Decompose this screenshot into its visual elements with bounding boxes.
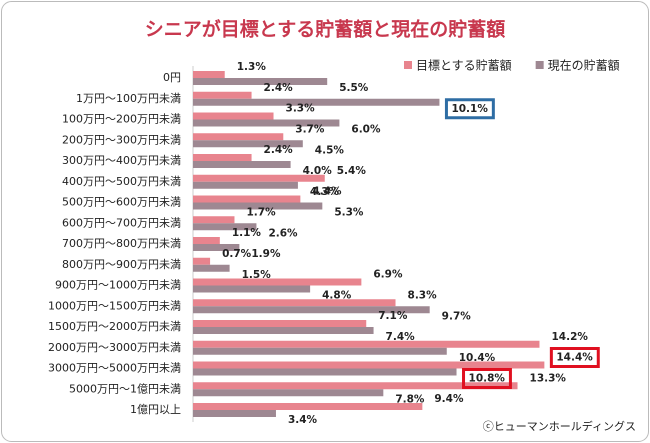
value-label: 9.7%	[442, 310, 472, 322]
bar	[193, 347, 447, 355]
bar	[193, 119, 340, 127]
bar	[193, 361, 545, 369]
value-label: 1.1%	[232, 227, 262, 239]
value-label: 4.8%	[322, 290, 352, 302]
value-label: 8.3%	[408, 289, 438, 301]
bar	[193, 403, 423, 410]
value-label: 3.4%	[288, 414, 318, 426]
y-tick-label: 200万円～300万円未満	[62, 133, 181, 146]
legend-label: 目標とする貯蓄額	[416, 59, 512, 73]
y-tick-label: 5000万円～1億円未満	[69, 382, 181, 395]
y-tick-label: 1万円～100万円未満	[76, 92, 181, 105]
value-label: 4.5%	[315, 144, 345, 156]
value-label: 3.3%	[286, 103, 316, 115]
bar	[193, 244, 240, 251]
chart-title: シニアが目標とする貯蓄額と現在の貯蓄額	[145, 18, 505, 41]
value-label: 0.7%	[222, 248, 252, 260]
value-label: 14.4%	[556, 352, 593, 364]
value-label: 13.3%	[530, 372, 567, 384]
y-tick-label: 1500万円～2000万円未満	[48, 320, 181, 333]
bar	[193, 306, 430, 314]
y-tick-label: 700万円～800万円未満	[62, 237, 181, 250]
value-label: 5.4%	[337, 165, 367, 177]
y-tick-label: 900万円～1000万円未満	[55, 279, 181, 292]
value-label: 14.2%	[551, 331, 588, 343]
y-tick-label: 400万円～500万円未満	[62, 175, 181, 188]
value-label: 5.3%	[334, 207, 364, 219]
legend-swatch	[404, 61, 412, 69]
y-tick-label: 500万円～600万円未満	[62, 196, 181, 209]
bar	[193, 389, 384, 397]
value-label: 10.1%	[451, 103, 488, 115]
value-label: 6.9%	[373, 269, 403, 281]
y-tick-label: 300万円～400万円未満	[62, 154, 181, 167]
bar	[193, 299, 396, 307]
bar	[193, 78, 328, 85]
bar	[193, 161, 291, 168]
value-label: 6.0%	[351, 124, 381, 136]
legend-swatch	[535, 61, 544, 69]
bar	[193, 320, 367, 327]
y-tick-label: 100万円～200万円未満	[62, 113, 181, 126]
legend-label: 現在の貯蓄額	[548, 59, 620, 73]
y-tick-label: 600万円～700万円未満	[62, 216, 181, 229]
bar	[193, 223, 257, 231]
bar	[193, 257, 211, 265]
value-label: 4.0%	[303, 165, 333, 177]
value-label: 7.4%	[386, 331, 416, 343]
bar	[193, 140, 303, 148]
value-label: 1.9%	[251, 248, 281, 260]
bar	[193, 181, 298, 189]
bar	[193, 154, 252, 161]
bar	[193, 368, 457, 376]
source: ⓒヒューマンホールディングス	[483, 419, 636, 433]
bar	[193, 195, 301, 203]
value-label: 4.3%	[310, 186, 340, 198]
value-label: 1.3%	[237, 61, 267, 73]
highlight-box	[549, 347, 600, 368]
value-label: 10.8%	[469, 373, 506, 385]
bar	[193, 410, 276, 417]
y-tick-label: 3000万円～5000万円未満	[48, 362, 181, 375]
bar	[193, 327, 374, 334]
bar	[193, 216, 235, 224]
y-tick-label: 1000万円～1500万円未満	[48, 299, 181, 312]
bar	[193, 237, 220, 244]
y-tick-label: 0円	[163, 71, 181, 84]
bar	[193, 202, 323, 210]
value-label: 2.6%	[268, 227, 298, 239]
y-tick-label: 800万円～900万円未満	[62, 258, 181, 271]
value-label: 1.5%	[242, 269, 272, 281]
highlight-box	[462, 368, 512, 389]
value-label: 7.8%	[395, 393, 425, 405]
value-label: 9.4%	[434, 393, 464, 405]
value-label: 7.1%	[378, 310, 408, 322]
bar	[193, 91, 252, 99]
bar	[193, 112, 274, 120]
value-label: 1.7%	[246, 206, 276, 218]
value-label: 2.4%	[264, 144, 294, 156]
bar	[193, 278, 362, 286]
value-label: 2.4%	[264, 82, 294, 94]
bar	[193, 133, 284, 141]
bar	[193, 285, 311, 293]
highlight-box	[444, 98, 495, 120]
value-label: 4.4%	[312, 186, 342, 198]
bar	[193, 98, 440, 106]
value-label: 3.7%	[295, 123, 325, 135]
y-tick-label: 2000万円～3000万円未満	[48, 341, 181, 354]
bar	[193, 264, 230, 272]
bar	[193, 382, 518, 390]
bar	[193, 174, 325, 182]
bar	[193, 340, 540, 348]
bar	[193, 71, 225, 78]
y-tick-label: 1億円以上	[130, 403, 181, 416]
value-label: 10.4%	[459, 352, 496, 364]
value-label: 5.5%	[339, 82, 369, 94]
